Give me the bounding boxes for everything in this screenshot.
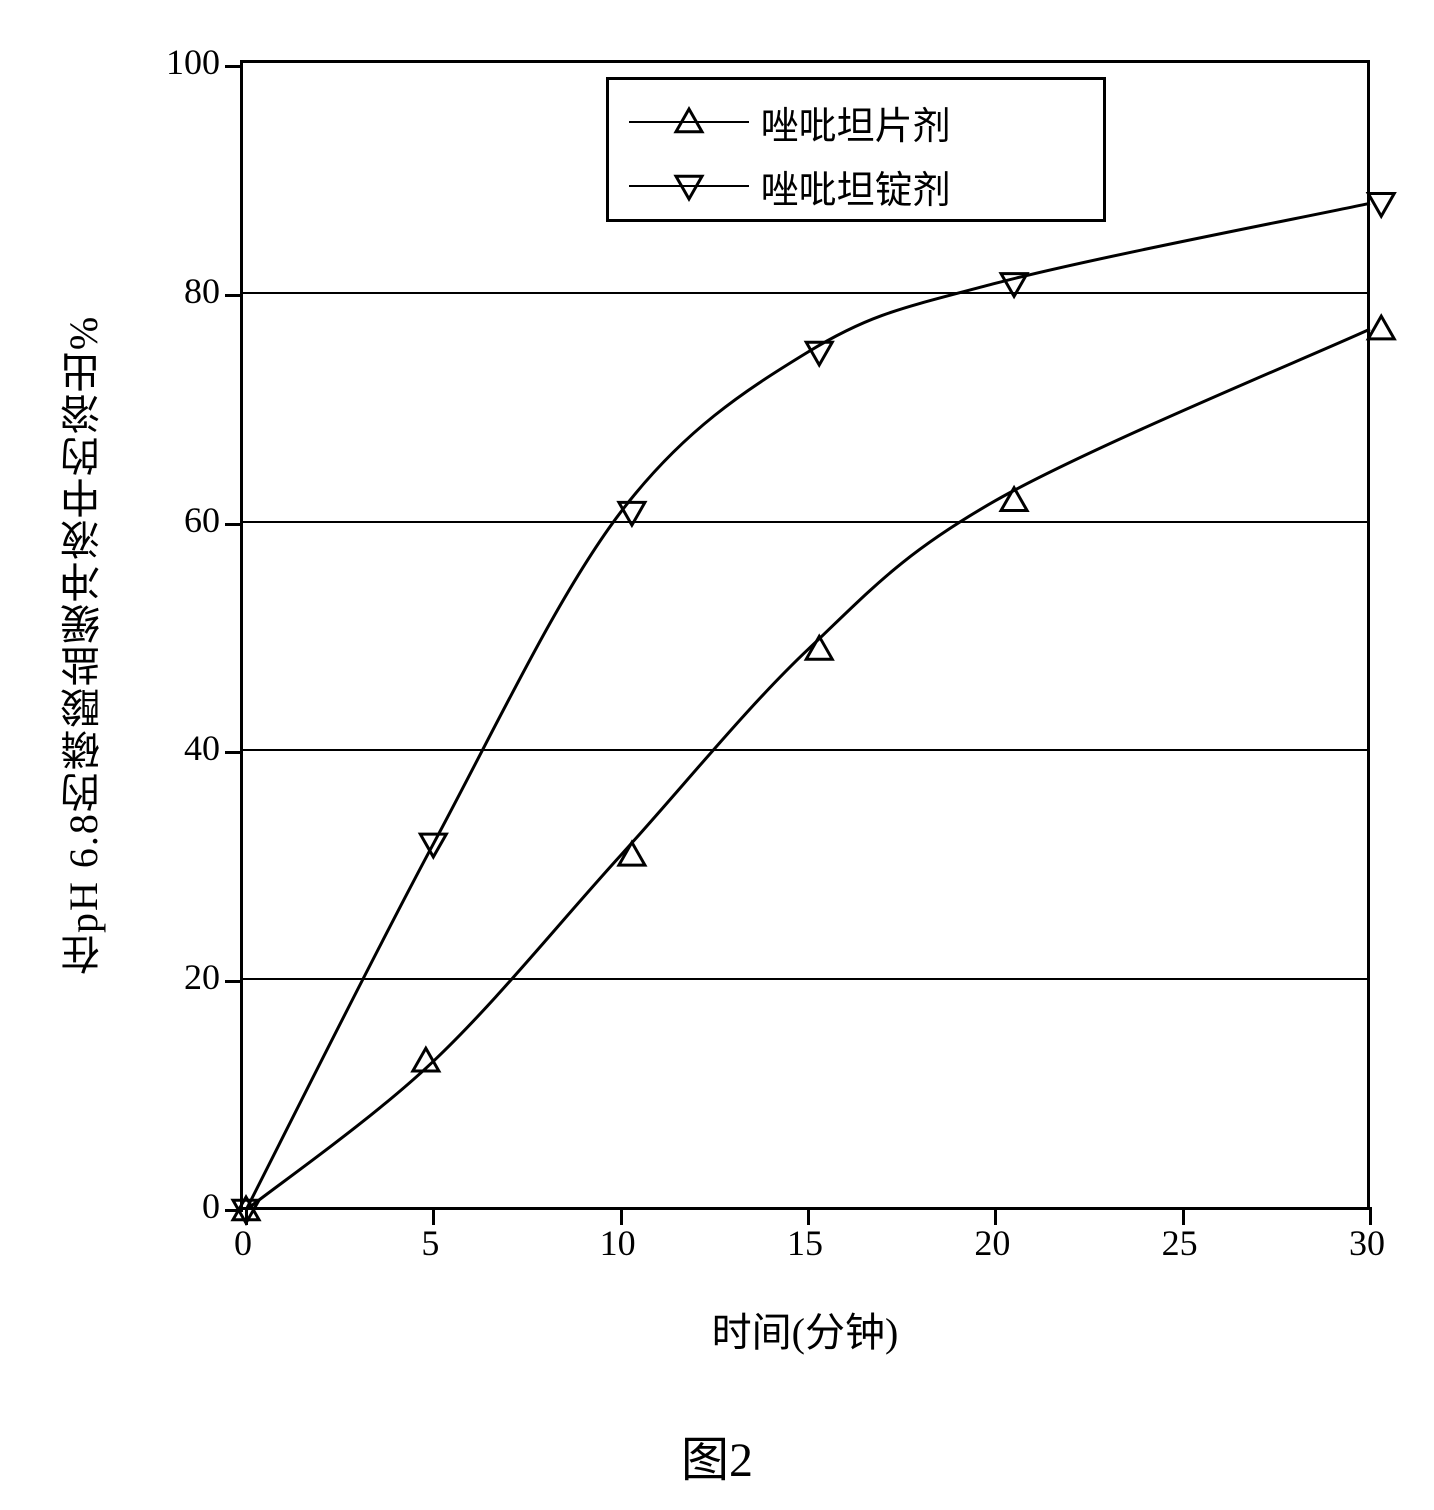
legend-line xyxy=(629,185,749,187)
x-axis-label: 时间(分钟) xyxy=(240,1300,1370,1358)
data-marker xyxy=(413,1048,439,1071)
data-marker xyxy=(420,834,446,857)
y-tick xyxy=(225,751,243,754)
data-marker xyxy=(1001,488,1027,511)
triangle-up-icon xyxy=(669,102,709,142)
y-tick-label: 80 xyxy=(140,270,220,312)
y-tick-label: 40 xyxy=(140,727,220,769)
x-tick-label: 25 xyxy=(1150,1222,1210,1264)
data-marker xyxy=(806,342,832,365)
data-marker xyxy=(619,842,645,865)
y-tick-label: 100 xyxy=(140,41,220,83)
series-layer xyxy=(246,66,1370,1210)
legend: 唑吡坦片剂唑吡坦锭剂 xyxy=(606,77,1106,222)
triangle-down-icon xyxy=(669,166,709,206)
gridline xyxy=(243,978,1367,980)
gridline xyxy=(243,749,1367,751)
y-tick-label: 20 xyxy=(140,956,220,998)
plot-area: 唑吡坦片剂唑吡坦锭剂 xyxy=(240,60,1370,1210)
y-tick xyxy=(225,65,243,68)
gridline xyxy=(243,292,1367,294)
legend-label: 唑吡坦片剂 xyxy=(761,95,951,150)
x-tick-label: 5 xyxy=(400,1222,460,1264)
x-tick-label: 20 xyxy=(962,1222,1022,1264)
series-line xyxy=(246,203,1370,1210)
y-tick xyxy=(225,294,243,297)
figure-caption: 图2 xyxy=(0,1420,1434,1490)
y-tick-label: 0 xyxy=(140,1185,220,1227)
legend-item: 唑吡坦锭剂 xyxy=(629,156,951,216)
x-tick-label: 15 xyxy=(775,1222,835,1264)
data-marker xyxy=(1368,316,1394,339)
y-tick xyxy=(225,980,243,983)
x-tick-label: 30 xyxy=(1337,1222,1397,1264)
gridline xyxy=(243,521,1367,523)
legend-line xyxy=(629,121,749,123)
y-tick-label: 60 xyxy=(140,499,220,541)
y-axis-label: 在pH 6.8的磷酸盐缓冲液中的溶出% xyxy=(55,120,113,1170)
x-tick-label: 0 xyxy=(213,1222,273,1264)
data-marker xyxy=(1368,194,1394,217)
y-tick xyxy=(225,1209,243,1212)
legend-label: 唑吡坦锭剂 xyxy=(761,159,951,214)
data-marker xyxy=(806,636,832,659)
legend-item: 唑吡坦片剂 xyxy=(629,92,951,152)
series-line xyxy=(246,329,1370,1210)
figure-container: 在pH 6.8的磷酸盐缓冲液中的溶出% 唑吡坦片剂唑吡坦锭剂 时间(分钟) 图2… xyxy=(0,0,1434,1510)
y-tick xyxy=(225,523,243,526)
x-tick-label: 10 xyxy=(588,1222,648,1264)
